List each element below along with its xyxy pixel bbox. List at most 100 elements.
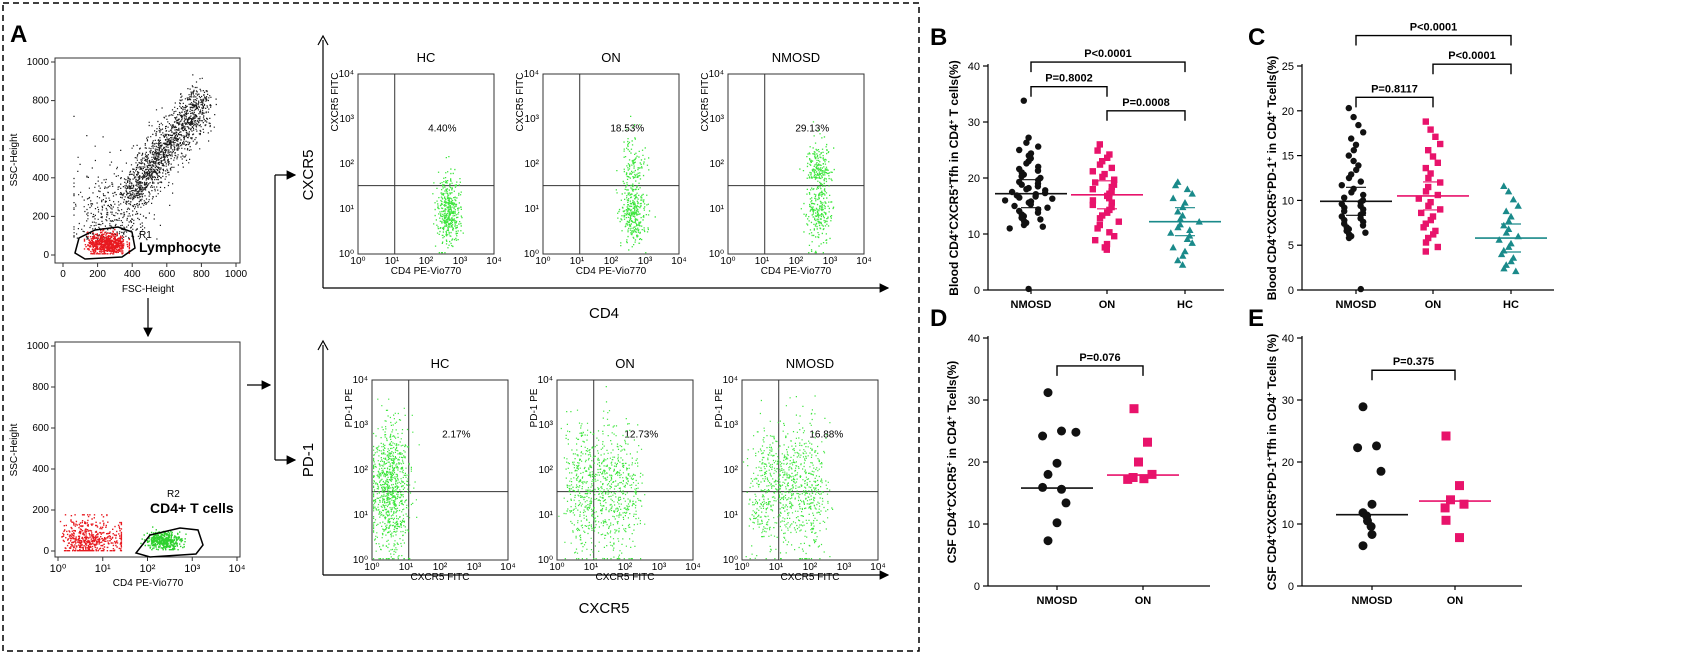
y-tick-label: 5 xyxy=(1288,240,1294,252)
data-point xyxy=(1372,441,1381,451)
flow-ytick-label: 10¹ xyxy=(539,510,554,521)
gating-top-xtick-label: 1000 xyxy=(225,269,248,280)
data-point xyxy=(1143,437,1152,447)
p-value-label: P<0.0001 xyxy=(1410,22,1457,34)
data-point xyxy=(1108,164,1115,172)
gating-top-xtick-label: 0 xyxy=(60,269,66,280)
panel-b-letter: B xyxy=(930,24,947,51)
chart-d: 0 10 20 30 40 NMOSD ON CSF CD4+CXCR5+ in CD4+ T… xyxy=(945,333,1210,607)
data-point xyxy=(1020,97,1027,104)
data-point xyxy=(1174,223,1182,231)
data-point xyxy=(1061,498,1071,508)
data-point xyxy=(1507,257,1515,265)
flow-plot-title: HC xyxy=(417,50,436,65)
data-point xyxy=(1188,239,1196,246)
data-point xyxy=(1355,121,1362,129)
series-nmosd xyxy=(1320,104,1392,293)
significance-bracket xyxy=(1030,61,1186,73)
data-point xyxy=(1425,147,1432,154)
flow-xtick-label: 10² xyxy=(419,256,434,267)
data-point xyxy=(1043,536,1053,546)
y-axis-label: CSF CD4+CXCR5+PD-1+Tfh in CD4+ Tcells (%… xyxy=(1265,334,1280,591)
data-point xyxy=(1099,158,1106,165)
data-point xyxy=(1016,194,1023,201)
flow-xtick-label: 10⁰ xyxy=(350,256,365,267)
y-tick-label: 25 xyxy=(1282,61,1294,73)
data-point xyxy=(1181,247,1189,255)
flow-row-cxcr5-pd1: PD-1 CXCR5 HC2.17%10⁰10⁰10¹10¹10²10²10³1… xyxy=(300,339,890,617)
data-point xyxy=(1434,191,1441,199)
y-axis-label: Blood CD4+CXCR5+Tfh in CD4+ T cells(%) xyxy=(947,60,962,295)
data-point xyxy=(1043,469,1053,479)
flow-xlabel: CD4 PE-Vio770 xyxy=(391,266,462,277)
data-point xyxy=(1027,201,1035,208)
significance-bracket xyxy=(1355,34,1512,46)
flow-plot-title: NMOSD xyxy=(786,356,834,371)
y-tick-label: 10 xyxy=(968,229,980,241)
gating-top-ylabel: SSC-Height xyxy=(9,133,20,186)
data-point xyxy=(1425,174,1432,182)
data-point xyxy=(1106,229,1113,236)
data-point xyxy=(1034,167,1042,174)
chart-e: 0 10 20 30 40 NMOSD ON CSF CD4+CXCR5+PD-1+Tfh i… xyxy=(1265,333,1522,607)
data-point xyxy=(1123,474,1133,484)
data-point xyxy=(1345,174,1353,182)
gating-top-ytick-label: 0 xyxy=(43,250,49,261)
data-point xyxy=(1169,243,1177,251)
gating-bottom-events xyxy=(59,514,187,552)
flow-xlabel: CXCR5 FITC xyxy=(781,572,840,583)
data-point xyxy=(1023,139,1030,146)
flow-ytick-label: 10¹ xyxy=(710,204,725,215)
y-axis-label: CSF CD4+CXCR5+ in CD4+ Tcells(%) xyxy=(945,361,960,564)
y-tick-label: 30 xyxy=(968,117,980,129)
y-tick-label: 20 xyxy=(968,173,980,185)
cd4-negative-events xyxy=(59,514,123,552)
data-point xyxy=(1052,458,1062,468)
series-on xyxy=(1071,141,1143,253)
flow-ytick-label: 10⁴ xyxy=(339,69,354,80)
data-point xyxy=(1357,178,1365,185)
data-point xyxy=(1455,533,1464,543)
p-value-label: P<0.0001 xyxy=(1084,48,1131,60)
gating-bottom-ticks: 10⁰ 10¹ 10² 10³ 10⁴ 0 200 400 600 800 1000 xyxy=(27,341,246,575)
panel-a-letter: A xyxy=(10,21,27,48)
data-point xyxy=(1089,197,1097,204)
data-point xyxy=(1038,431,1048,441)
lymphocyte-label: Lymphocyte xyxy=(139,239,221,255)
data-point xyxy=(1134,457,1143,467)
data-point xyxy=(1129,404,1139,414)
data-point xyxy=(1367,530,1377,539)
data-point xyxy=(1139,474,1149,484)
data-point xyxy=(1345,104,1353,112)
flow-plot-frame xyxy=(542,73,680,255)
row2-y-arrow xyxy=(317,339,329,351)
data-point xyxy=(1052,518,1062,528)
flow-xlabel: CD4 PE-Vio770 xyxy=(576,266,647,277)
gating-plot-top: 0 200 400 600 800 1000 0 200 400 600 800 1000 R1 Ly… xyxy=(9,57,248,295)
flow-xlabel: CXCR5 FITC xyxy=(411,572,470,583)
data-point xyxy=(1427,126,1434,133)
flow-xtick-label: 10⁰ xyxy=(720,256,735,267)
flow-ytick-label: 10³ xyxy=(724,420,739,431)
panel-a-frame xyxy=(2,2,920,652)
flow-xtick-label: 10⁰ xyxy=(734,562,749,573)
data-point xyxy=(1429,213,1437,220)
data-point xyxy=(1169,194,1177,202)
gating-bottom-xtick-label: 10⁴ xyxy=(229,563,246,575)
y-tick-label: 20 xyxy=(968,457,980,469)
series-nmosd xyxy=(995,97,1067,293)
y-tick-label: 40 xyxy=(968,61,980,73)
flow-ylabel: PD-1 PE xyxy=(529,388,540,427)
data-point xyxy=(1181,199,1189,206)
data-point xyxy=(1441,515,1451,525)
data-point xyxy=(1366,522,1376,531)
data-point xyxy=(1183,235,1192,242)
flow-xtick-label: 10¹ xyxy=(570,256,585,267)
data-point xyxy=(1171,181,1180,189)
gating-top-xtick-label: 400 xyxy=(124,269,141,280)
flow-ytick-label: 10⁰ xyxy=(524,249,539,260)
